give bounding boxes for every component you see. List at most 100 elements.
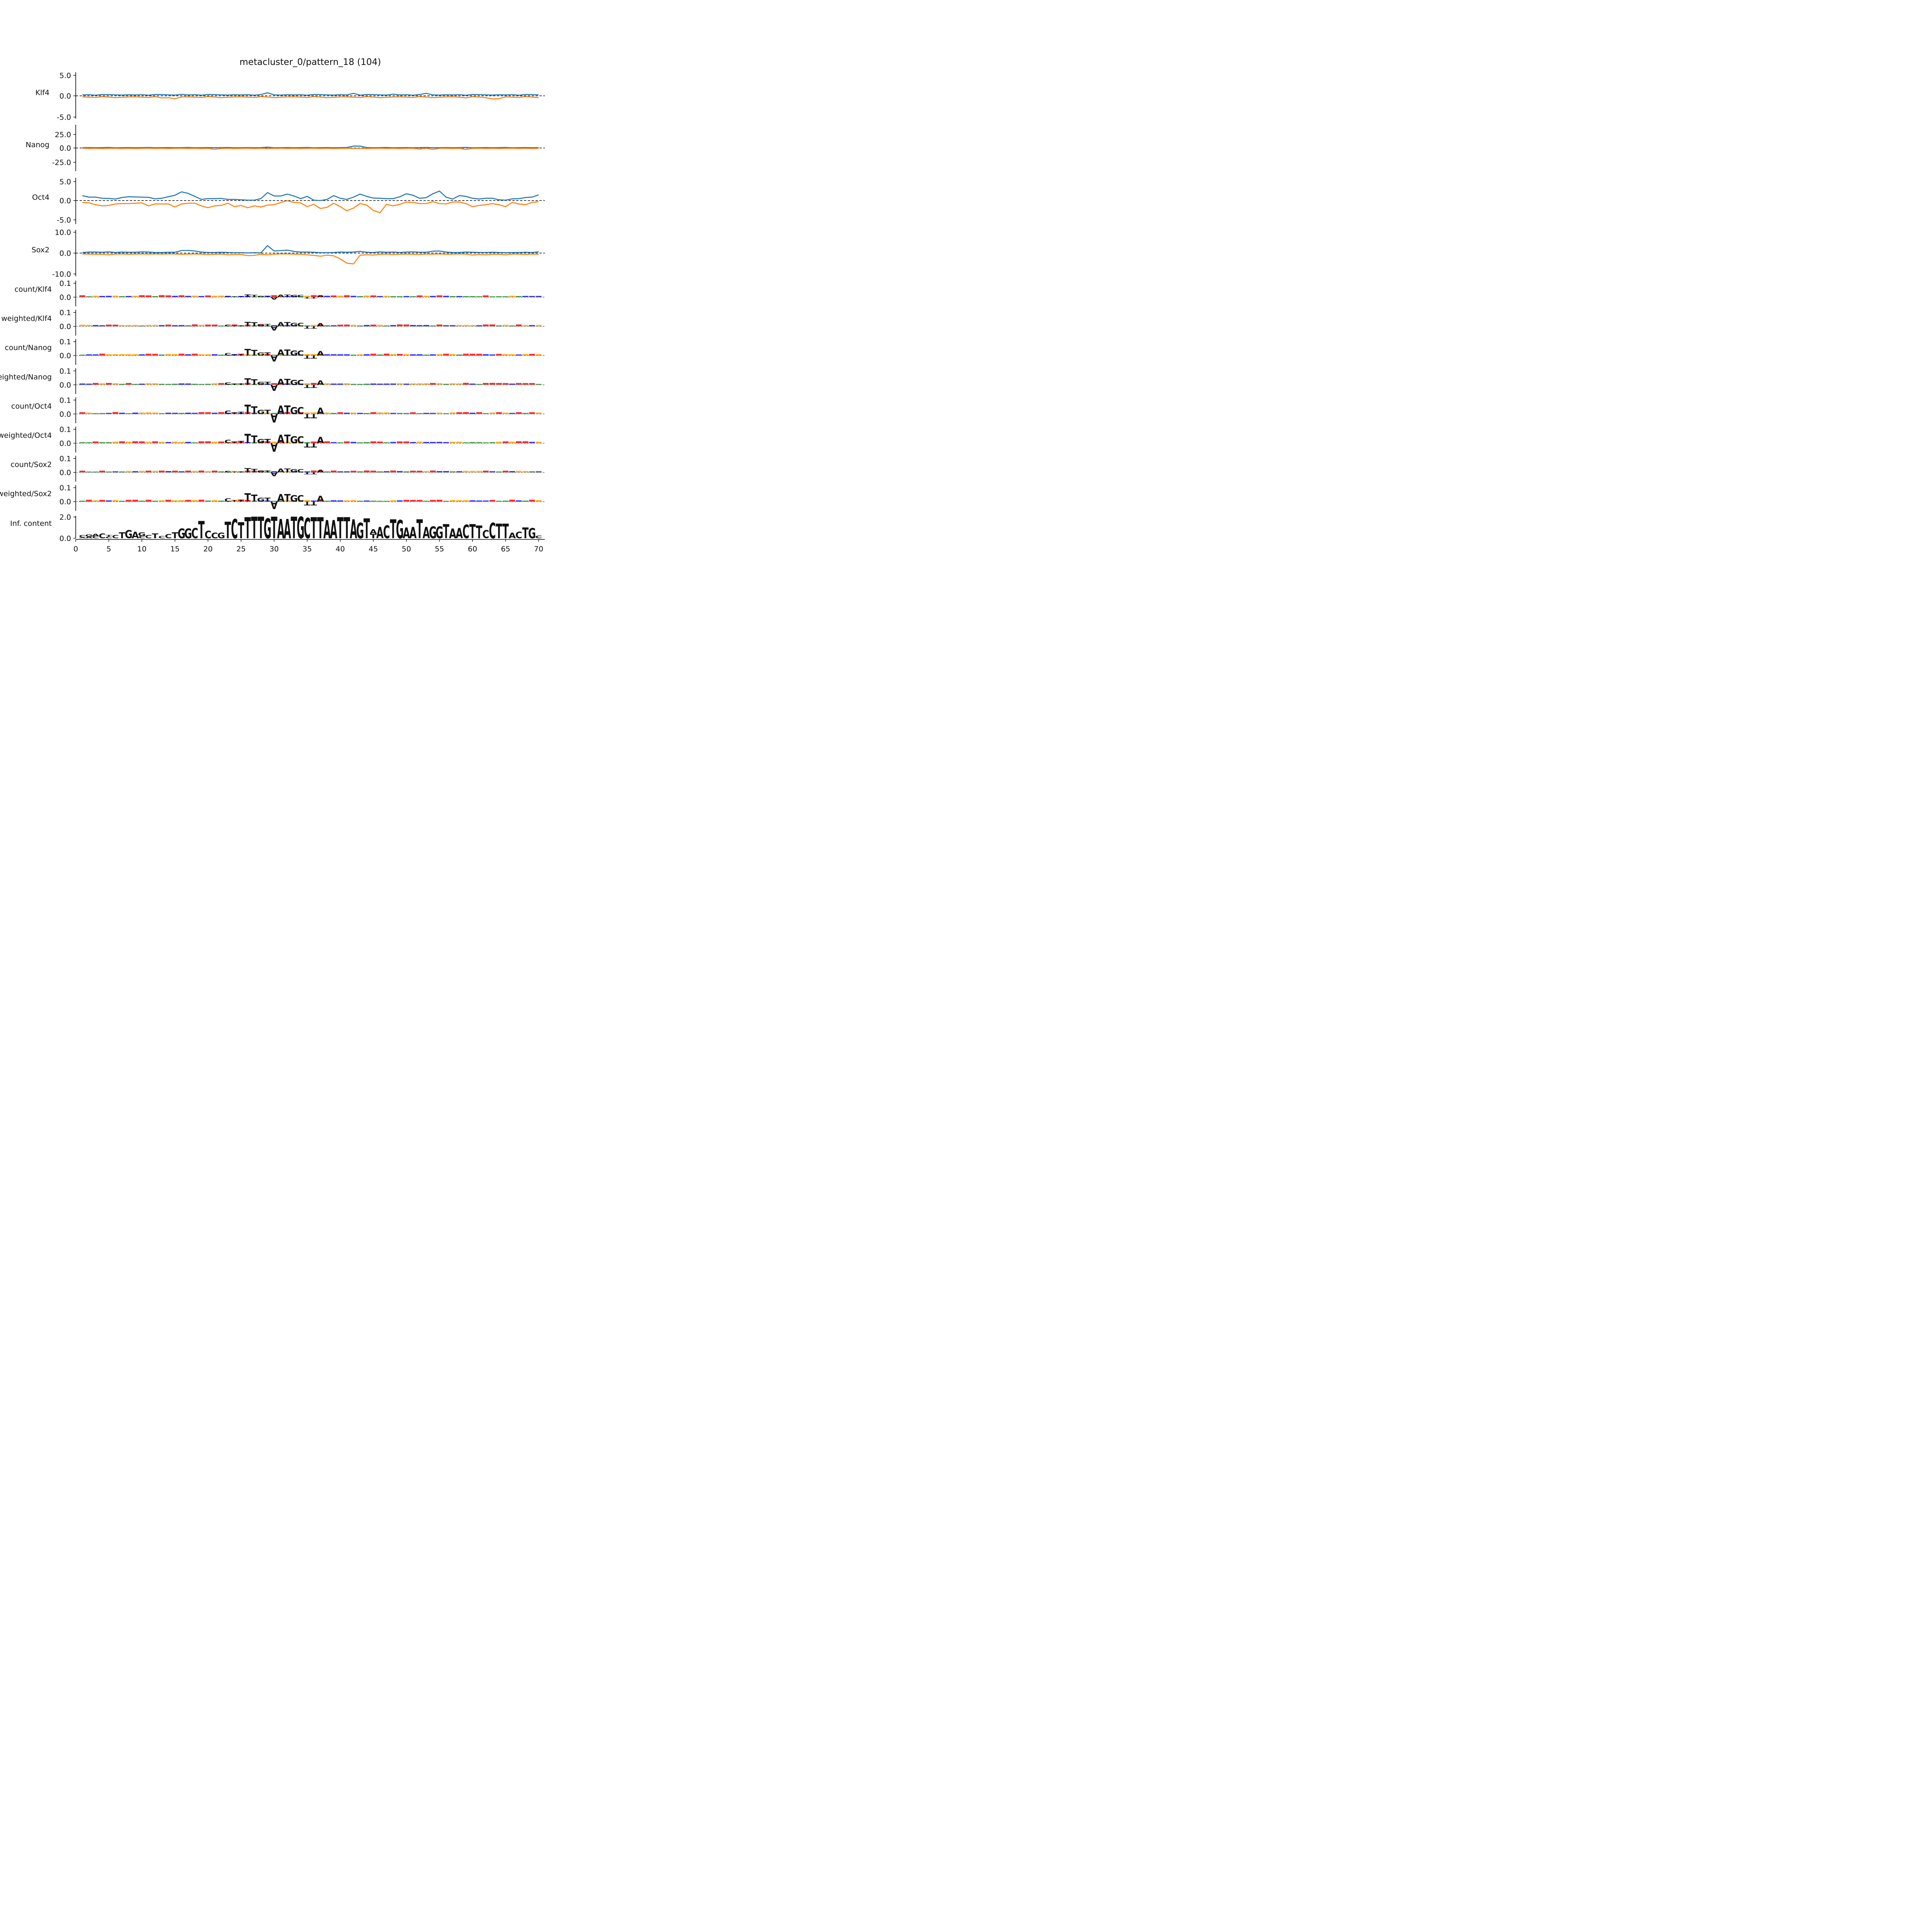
contrib-weighted-klf4-baseline-mark — [139, 325, 145, 327]
contrib-weighted-sox2-baseline-mark — [350, 500, 357, 502]
contrib-weighted-sox2-baseline-mark — [337, 500, 344, 502]
contrib-weighted-klf4-baseline-mark — [218, 325, 224, 327]
contrib-count-oct4-baseline-mark — [344, 413, 350, 414]
contrib-weighted-klf4-baseline-mark — [390, 325, 396, 327]
contrib-weighted-oct4-letter-mark: A — [317, 435, 325, 446]
contrib-weighted-sox2-baseline-mark — [410, 500, 416, 502]
contrib-count-nanog-baseline-mark — [99, 354, 105, 356]
contrib-count-nanog-baseline-mark — [311, 354, 317, 356]
contrib-count-nanog-baseline-mark — [119, 354, 125, 356]
contrib-count-sox2-letter-mark: C — [224, 471, 231, 473]
profile-klf4-label: Klf4 — [35, 88, 49, 97]
ic-panel-letter-mark: T — [522, 524, 529, 542]
contrib-weighted-klf4-baseline-mark — [132, 325, 138, 327]
contrib-count-oct4-letter-mark: G — [290, 405, 298, 416]
contrib-count-oct4-baseline-mark — [218, 412, 224, 414]
contrib-count-nanog-baseline-mark — [277, 354, 284, 356]
contrib-weighted-klf4-baseline-mark — [337, 325, 344, 327]
contrib-count-sox2-baseline-mark — [483, 471, 489, 473]
profile-oct4-pos-strand-line — [82, 190, 539, 201]
ic-panel-letter-mark: A — [376, 524, 384, 542]
contrib-count-klf4-baseline-mark — [529, 296, 535, 297]
contrib-count-oct4-baseline-mark — [443, 413, 449, 414]
contrib-weighted-klf4-baseline-mark — [430, 325, 436, 327]
contrib-weighted-oct4-baseline-mark — [258, 441, 264, 443]
contrib-count-sox2-baseline-mark — [350, 471, 357, 473]
contrib-count-oct4-baseline-mark — [119, 413, 125, 414]
contrib-weighted-sox2-baseline-mark — [258, 500, 264, 502]
contrib-weighted-oct4-baseline-mark — [126, 441, 132, 443]
contrib-weighted-nanog-baseline-mark — [152, 383, 158, 385]
contrib-count-oct4-baseline-mark — [152, 412, 158, 414]
contrib-weighted-oct4-label: weighted/Oct4 — [0, 431, 52, 440]
contrib-weighted-klf4-baseline-mark — [463, 325, 469, 327]
ic-panel-letter-mark: T — [251, 511, 258, 546]
ic-panel-letter-mark: G — [264, 514, 271, 545]
contrib-count-klf4-baseline-mark — [258, 296, 264, 297]
contrib-count-oct4-letter-mark: A — [277, 404, 285, 417]
contrib-weighted-nanog-baseline-mark — [436, 383, 442, 385]
contrib-weighted-nanog-baseline-mark — [245, 383, 251, 385]
contrib-count-klf4-baseline-mark — [139, 295, 145, 297]
contrib-weighted-nanog-baseline-mark — [390, 383, 396, 385]
contrib-count-oct4-baseline-mark — [423, 413, 429, 414]
contrib-weighted-oct4-baseline-mark — [536, 442, 542, 443]
contrib-count-oct4-ytick-label: 0.1 — [60, 396, 71, 405]
contrib-count-klf4-letter-mark: T — [238, 296, 245, 298]
contrib-count-sox2-baseline-mark — [119, 471, 125, 473]
contrib-count-klf4-letter-mark: A — [277, 294, 285, 298]
contrib-weighted-nanog-baseline-mark — [106, 383, 112, 385]
contrib-weighted-klf4-letter-mark: C — [224, 324, 231, 327]
contrib-weighted-nanog-label: weighted/Nanog — [0, 373, 52, 381]
contrib-weighted-klf4-baseline-mark — [264, 325, 270, 327]
contrib-weighted-klf4-baseline-mark — [277, 325, 284, 327]
contrib-count-klf4-baseline-mark — [185, 296, 191, 297]
contrib-count-nanog-baseline-mark — [377, 354, 383, 356]
contrib-count-nanog-baseline-mark — [92, 354, 99, 356]
contrib-weighted-sox2-baseline-mark — [423, 501, 429, 502]
contrib-weighted-oct4-baseline-mark — [271, 442, 277, 443]
contrib-count-klf4-baseline-mark — [158, 295, 165, 297]
contrib-count-sox2-baseline-mark — [344, 471, 350, 473]
contrib-count-klf4-baseline-mark — [423, 296, 429, 297]
contrib-weighted-nanog-letter-mark: A — [277, 378, 284, 387]
x-tick-label: 45 — [369, 545, 378, 553]
contrib-count-klf4-baseline-mark — [324, 296, 330, 297]
contrib-weighted-oct4-letter-mark: T — [304, 442, 311, 449]
contrib-weighted-klf4-baseline-mark — [145, 325, 151, 327]
contrib-weighted-nanog-letter-mark: G — [257, 381, 265, 386]
contrib-weighted-nanog-baseline-mark — [218, 383, 224, 385]
contrib-weighted-nanog-baseline-mark — [324, 383, 330, 385]
contrib-count-oct4-baseline-mark — [449, 412, 456, 414]
contrib-count-klf4-baseline-mark — [86, 296, 92, 297]
contrib-count-sox2-baseline-mark — [165, 471, 172, 473]
contrib-count-klf4-baseline-mark — [330, 295, 337, 297]
ic-panel-letter-mark: T — [469, 521, 476, 543]
contrib-weighted-nanog-baseline-mark — [417, 383, 423, 385]
contrib-weighted-sox2-label: weighted/Sox2 — [0, 490, 52, 498]
contrib-weighted-klf4-letter-mark: T — [245, 321, 252, 328]
contrib-weighted-sox2-baseline-mark — [271, 501, 277, 502]
contrib-count-nanog-letter-mark: T — [231, 354, 238, 356]
contrib-weighted-sox2-baseline-mark — [179, 500, 185, 502]
ic-panel-letter-mark: A — [449, 526, 456, 542]
contrib-weighted-sox2-baseline-mark — [344, 500, 350, 502]
contrib-count-klf4-baseline-mark — [397, 296, 403, 297]
contrib-weighted-nanog-baseline-mark — [337, 383, 344, 385]
contrib-weighted-nanog-baseline-mark — [165, 384, 172, 385]
contrib-weighted-sox2-baseline-mark — [311, 500, 317, 502]
contrib-weighted-klf4-label: weighted/Klf4 — [1, 315, 52, 323]
contrib-count-oct4-baseline-mark — [483, 413, 489, 414]
contrib-count-sox2-baseline-mark — [284, 471, 291, 473]
contrib-weighted-oct4-baseline-mark — [390, 442, 396, 443]
contrib-weighted-sox2-baseline-mark — [172, 500, 178, 502]
contrib-weighted-oct4-baseline-mark — [509, 441, 515, 443]
contrib-count-klf4-baseline-mark — [126, 296, 132, 297]
contrib-count-klf4-baseline-mark — [231, 296, 238, 297]
contrib-count-oct4-baseline-mark — [165, 413, 172, 414]
contrib-count-sox2-baseline-mark — [423, 471, 429, 473]
contrib-count-sox2-baseline-mark — [397, 471, 403, 473]
contrib-count-sox2-baseline-mark — [132, 471, 138, 473]
contrib-count-sox2-letter-mark: C — [297, 469, 304, 474]
contrib-count-klf4-baseline-mark — [496, 296, 502, 297]
